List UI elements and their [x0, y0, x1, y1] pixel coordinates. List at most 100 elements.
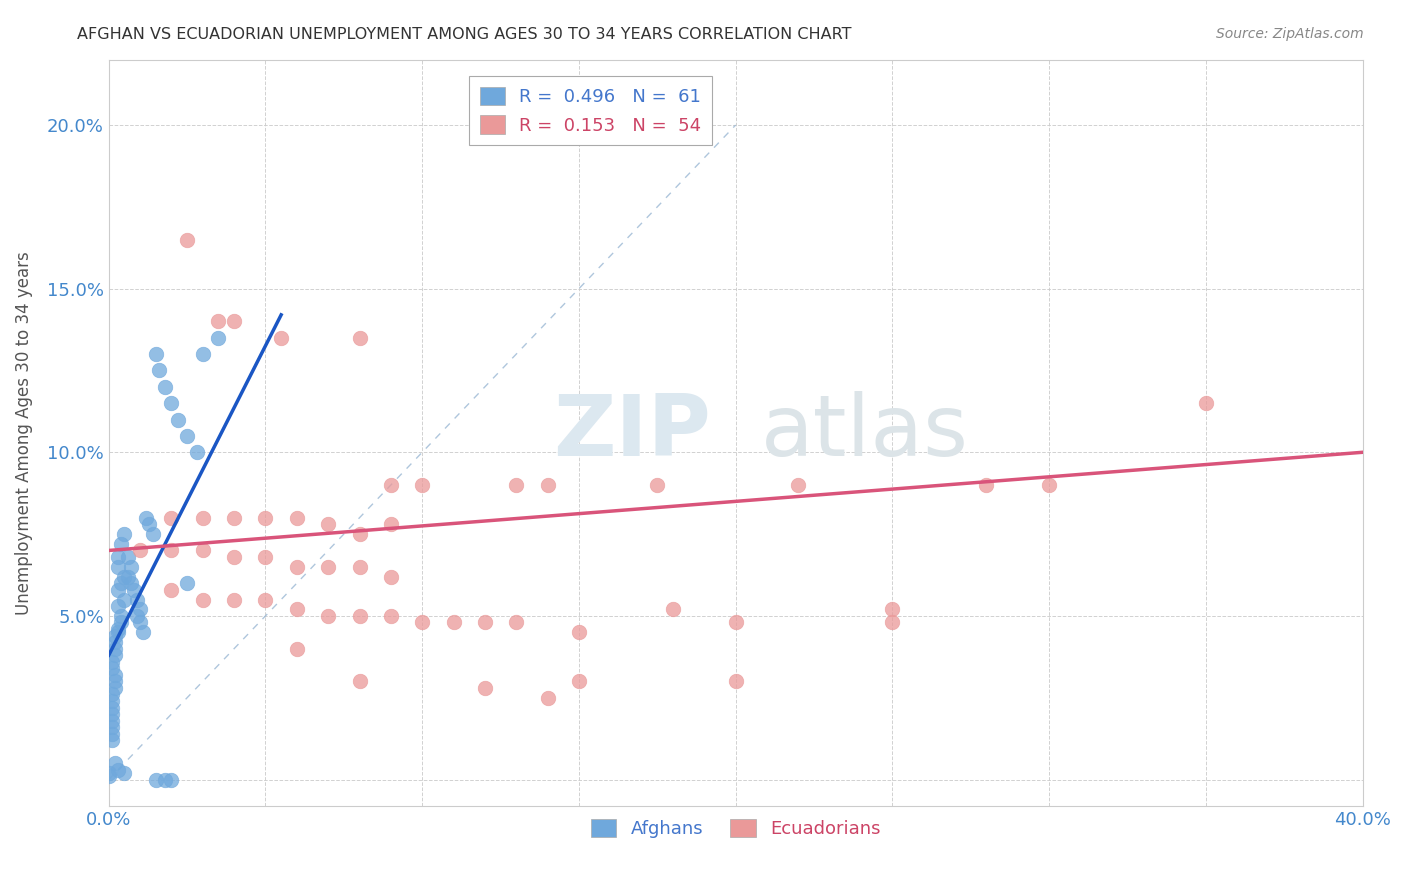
Point: [176, 576, 198, 591]
Point: [122, 582, 145, 597]
Point: [110, 576, 132, 591]
Point: [110, 615, 132, 630]
Point: [349, 331, 371, 345]
Point: [117, 549, 139, 564]
Point: [142, 527, 165, 541]
Point: [224, 510, 246, 524]
Point: [101, 688, 124, 702]
Point: [254, 592, 277, 607]
Point: [104, 641, 127, 656]
Point: [349, 608, 371, 623]
Point: [104, 628, 127, 642]
Text: ZIP: ZIP: [553, 392, 710, 475]
Point: [160, 543, 183, 558]
Point: [166, 412, 188, 426]
Point: [254, 549, 277, 564]
Point: [107, 599, 129, 613]
Point: [104, 681, 127, 695]
Point: [101, 694, 124, 708]
Point: [107, 622, 129, 636]
Point: [976, 478, 998, 492]
Point: [191, 347, 214, 361]
Point: [536, 690, 558, 705]
Point: [138, 517, 160, 532]
Point: [285, 602, 308, 616]
Point: [97, 766, 120, 780]
Point: [107, 763, 129, 777]
Point: [285, 559, 308, 574]
Point: [270, 331, 292, 345]
Point: [645, 478, 668, 492]
Point: [191, 510, 214, 524]
Point: [104, 674, 127, 689]
Point: [1195, 396, 1218, 410]
Point: [160, 772, 183, 787]
Point: [129, 543, 152, 558]
Point: [129, 602, 152, 616]
Point: [107, 559, 129, 574]
Point: [153, 772, 176, 787]
Point: [191, 543, 214, 558]
Point: [107, 549, 129, 564]
Point: [160, 396, 183, 410]
Point: [104, 635, 127, 649]
Point: [101, 727, 124, 741]
Text: AFGHAN VS ECUADORIAN UNEMPLOYMENT AMONG AGES 30 TO 34 YEARS CORRELATION CHART: AFGHAN VS ECUADORIAN UNEMPLOYMENT AMONG …: [77, 27, 852, 42]
Point: [112, 569, 135, 583]
Point: [101, 655, 124, 669]
Point: [505, 615, 527, 630]
Point: [120, 559, 142, 574]
Point: [285, 510, 308, 524]
Point: [882, 602, 904, 616]
Point: [125, 592, 148, 607]
Point: [176, 233, 198, 247]
Point: [380, 517, 402, 532]
Point: [153, 380, 176, 394]
Point: [224, 592, 246, 607]
Point: [568, 674, 591, 689]
Point: [112, 527, 135, 541]
Point: [349, 674, 371, 689]
Point: [505, 478, 527, 492]
Point: [160, 582, 183, 597]
Point: [107, 625, 129, 640]
Point: [285, 641, 308, 656]
Point: [112, 766, 135, 780]
Point: [132, 625, 155, 640]
Point: [1038, 478, 1060, 492]
Point: [316, 517, 339, 532]
Text: atlas: atlas: [761, 392, 969, 475]
Legend: Afghans, Ecuadorians: Afghans, Ecuadorians: [583, 812, 887, 846]
Point: [186, 445, 208, 459]
Point: [411, 478, 433, 492]
Point: [207, 314, 229, 328]
Point: [104, 648, 127, 662]
Point: [129, 615, 152, 630]
Point: [160, 510, 183, 524]
Point: [380, 478, 402, 492]
Point: [135, 510, 157, 524]
Point: [316, 559, 339, 574]
Point: [207, 331, 229, 345]
Point: [191, 592, 214, 607]
Point: [101, 700, 124, 714]
Point: [349, 559, 371, 574]
Point: [224, 549, 246, 564]
Point: [474, 615, 496, 630]
Point: [97, 769, 120, 783]
Point: [101, 733, 124, 747]
Point: [117, 569, 139, 583]
Point: [101, 720, 124, 734]
Point: [145, 347, 167, 361]
Point: [536, 478, 558, 492]
Point: [443, 615, 465, 630]
Point: [349, 527, 371, 541]
Y-axis label: Unemployment Among Ages 30 to 34 years: Unemployment Among Ages 30 to 34 years: [15, 251, 32, 615]
Point: [101, 661, 124, 675]
Point: [411, 615, 433, 630]
Text: Source: ZipAtlas.com: Source: ZipAtlas.com: [1216, 27, 1364, 41]
Point: [125, 608, 148, 623]
Point: [568, 625, 591, 640]
Point: [380, 608, 402, 623]
Point: [724, 615, 747, 630]
